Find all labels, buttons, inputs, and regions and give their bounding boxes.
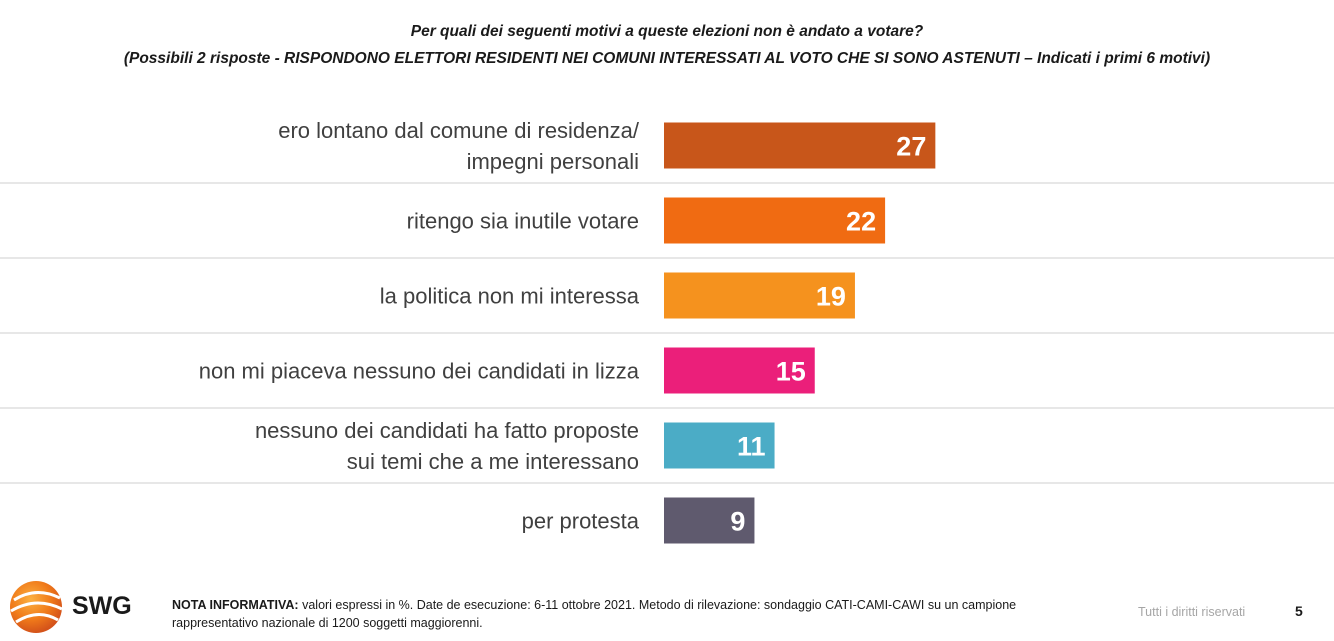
page-number: 5 [1295,603,1303,619]
logo-text: SWG [72,592,132,620]
methodology-note: NOTA INFORMATIVA: valori espressi in %. … [172,596,1072,632]
bar-0 [664,122,936,169]
category-label-0-0: ero lontano dal comune di residenza/ [278,118,640,143]
bar-2 [664,272,855,319]
value-label-1: 22 [846,207,876,237]
category-label-0-1: impegni personali [467,149,639,174]
category-label-3-0: non mi piaceva nessuno dei candidati in … [199,359,640,384]
chart-title: Per quali dei seguenti motivi a queste e… [410,23,924,40]
value-label-4: 11 [737,432,766,462]
value-label-0: 27 [896,132,926,162]
value-label-2: 19 [816,282,846,312]
category-label-5-0: per protesta [522,509,640,534]
rights-text: Tutti i diritti riservati [1138,605,1246,619]
category-label-1-0: ritengo sia inutile votare [407,209,639,234]
bar-3 [664,347,815,394]
category-label-4-1: sui temi che a me interessano [347,449,639,474]
bar-4 [664,422,775,469]
bar-5 [664,497,755,544]
note-text: valori espressi in %. Date de esecuzione… [172,598,1017,630]
note-label: NOTA INFORMATIVA: [172,598,299,612]
bar-1 [664,197,886,244]
category-label-4-0: nessuno dei candidati ha fatto proposte [255,418,639,443]
category-label-2-0: la politica non mi interessa [380,284,640,309]
value-label-5: 9 [730,507,745,537]
value-label-3: 15 [776,357,806,387]
bar-chart: 27 ero lontano dal comune di residenza/im… [0,118,1334,544]
chart-subtitle: (Possibili 2 risposte - RISPONDONO ELETT… [123,50,1211,67]
swg-logo-icon [10,581,63,633]
